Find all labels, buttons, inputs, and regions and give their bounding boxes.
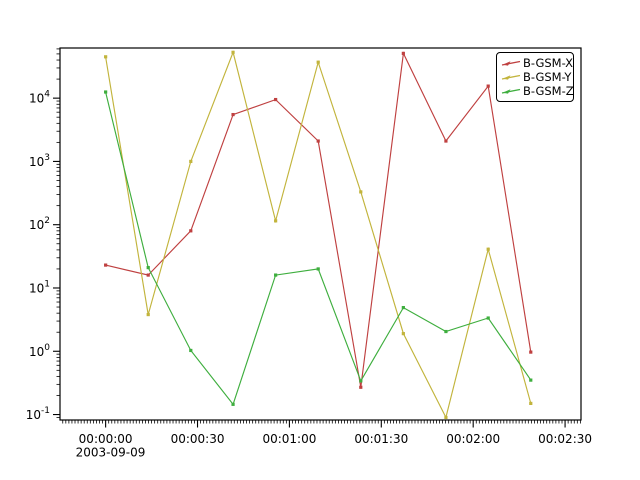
x-tick-label: 00:00:00 [79,432,133,446]
legend-label: B-GSM-X [523,55,574,70]
legend-item: B-GSM-Y [501,69,572,84]
x-axis-date-label: 2003-09-09 [76,446,146,460]
x-tick-label: 00:02:30 [538,432,592,446]
legend-item: B-GSM-Z [501,84,574,98]
series-line-B-GSM-Z [105,91,532,406]
x-tick-label: 00:00:30 [171,432,225,446]
series-line-B-GSM-Y [105,50,532,420]
y-tick-label: 102 [29,216,50,232]
legend-label: B-GSM-Y [523,69,572,84]
line-marker-icon [501,88,521,94]
plot-frame [59,47,582,421]
x-tick-label: 00:01:00 [262,432,316,446]
legend-label: B-GSM-Z [523,83,574,98]
series-markers-B-GSM-Y [104,50,533,420]
legend: B-GSM-X B-GSM-Y B-GSM-Z [496,52,574,102]
series-markers-B-GSM-Z [104,90,533,406]
y-tick-label: 103 [29,153,50,169]
line-marker-icon [501,74,521,80]
y-tick-label: 101 [29,279,50,295]
series-line-B-GSM-X [105,51,532,388]
x-tick-label: 00:01:30 [354,432,408,446]
y-tick-label: 104 [29,90,50,106]
series-markers-B-GSM-X [104,51,533,389]
y-axis-major-ticks: 104 103 102 101 100 10-1 [26,90,60,422]
line-marker-icon [501,60,521,66]
legend-item: B-GSM-X [501,56,573,70]
y-tick-label: 100 [29,343,50,359]
x-tick-label: 00:02:00 [446,432,500,446]
y-tick-label: 10-1 [26,406,50,422]
